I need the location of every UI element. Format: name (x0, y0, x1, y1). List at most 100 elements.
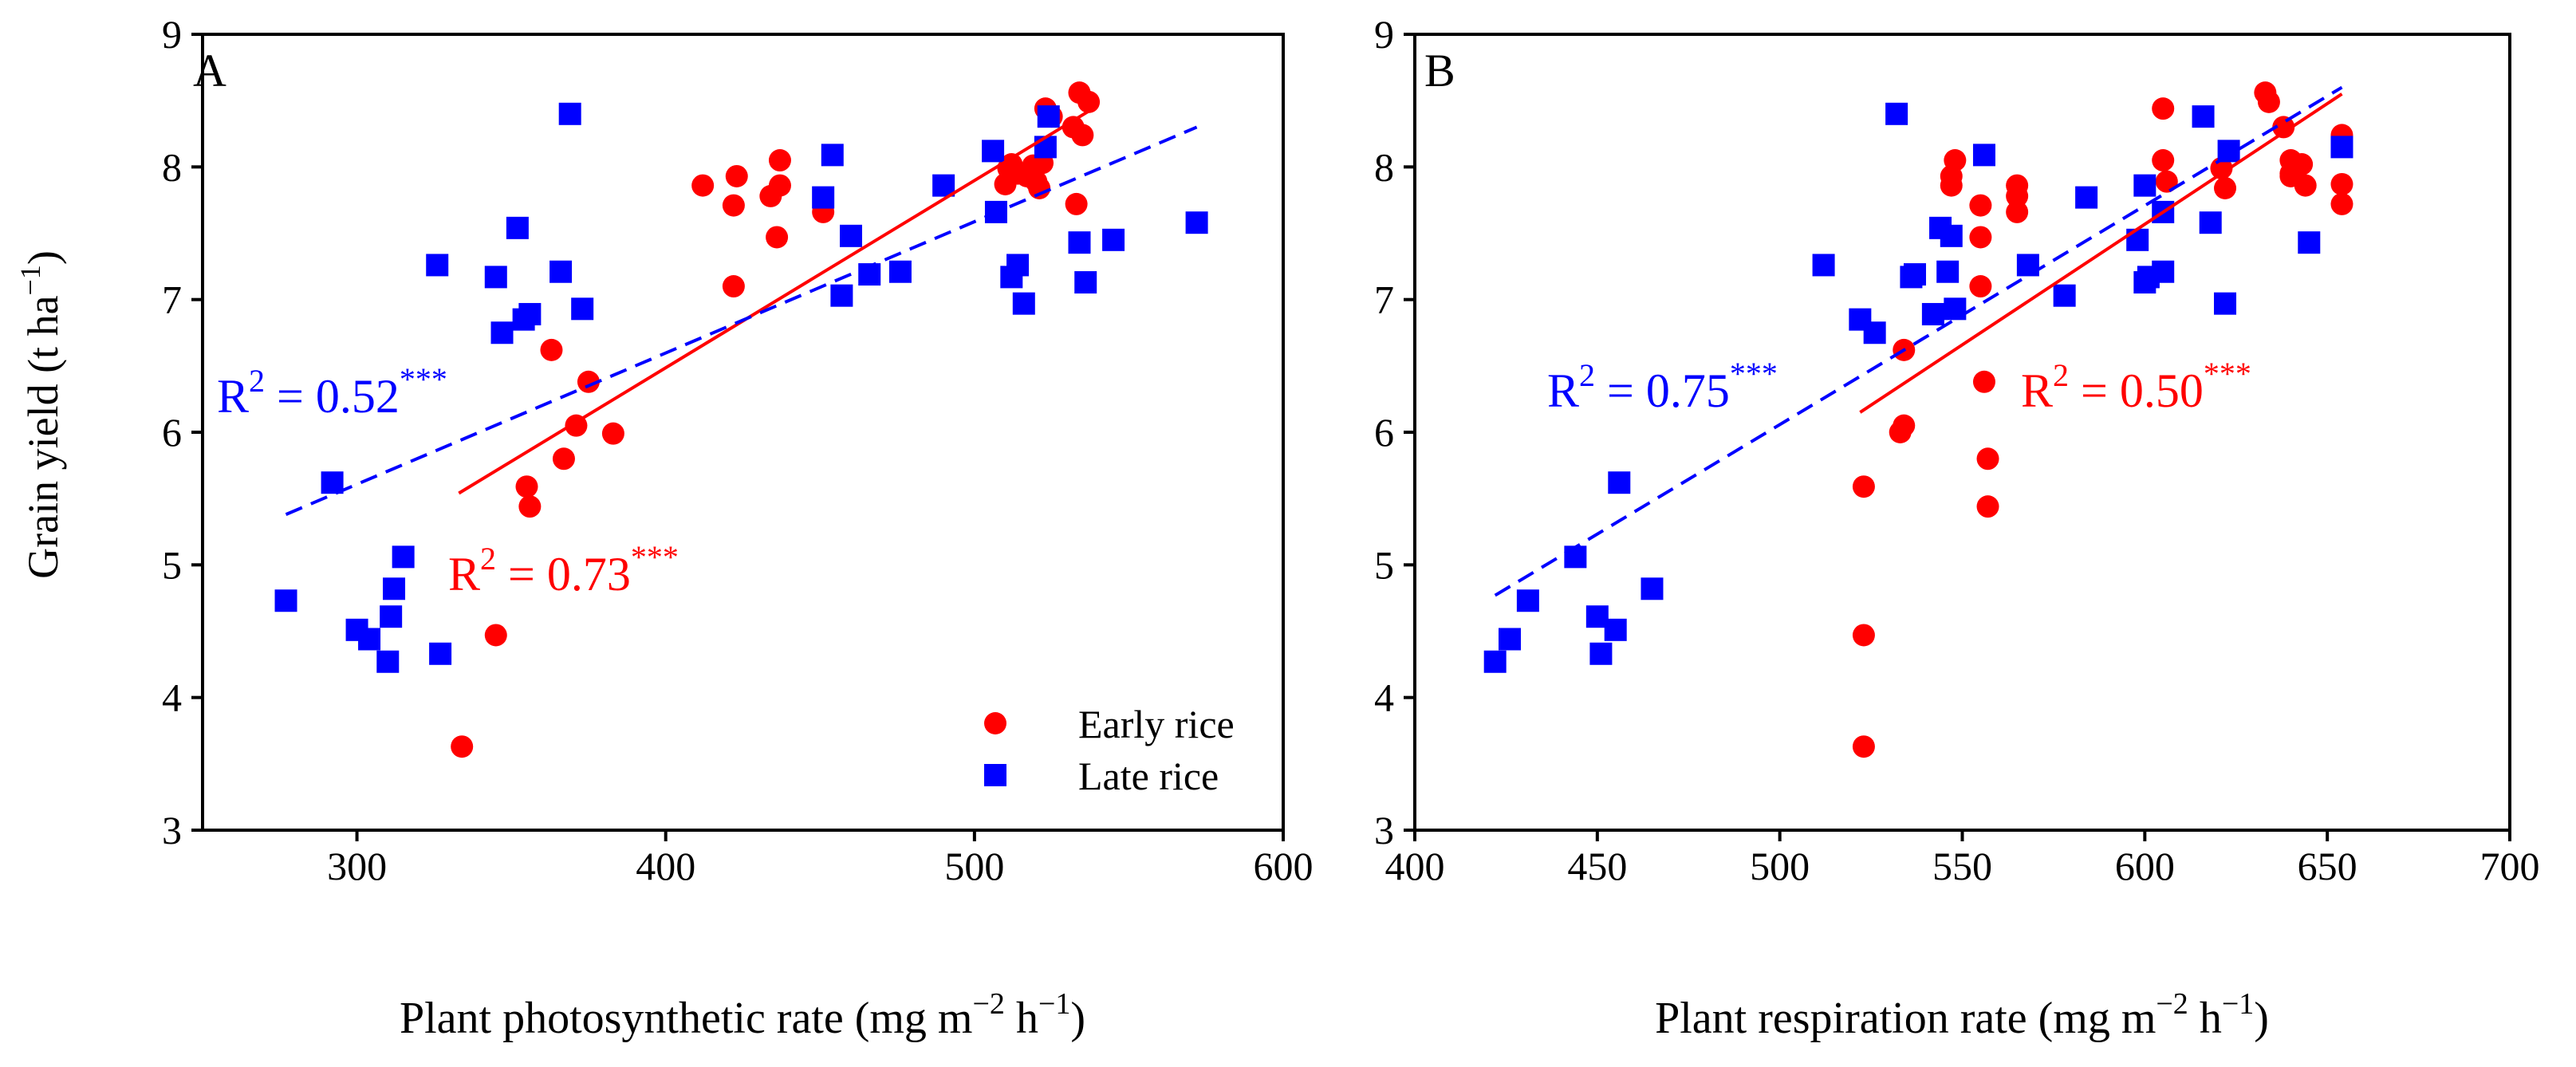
panel-b-y-tick-label-4: 7 (1374, 278, 1394, 322)
panel-a-y-tick-label-6: 9 (162, 12, 182, 57)
panel-a-late-point-20 (830, 284, 853, 307)
panel-b-early-point-25 (2272, 116, 2295, 139)
panel-a-late-point-29 (1012, 292, 1035, 315)
panel-b-label: B (1424, 45, 1455, 96)
panel-a-early-point-5 (552, 447, 575, 471)
panel-a-late-point-28 (1006, 254, 1030, 277)
panel-b-x-axis-label: Plant respiration rate (mg m−2 h−1) (1655, 987, 2269, 1043)
panel-b-late-point-19 (1944, 297, 1967, 321)
panel-a-early-point-10 (722, 275, 745, 298)
panel-b-late-point-14 (1904, 263, 1927, 286)
panel-b-early-point-15 (2006, 200, 2029, 223)
panel-b-early-point-19 (2152, 149, 2175, 172)
panel-b-late-point-30 (2192, 105, 2215, 128)
panel-a-late-point-33 (1074, 271, 1097, 294)
panel-a-late-point-6 (383, 577, 406, 600)
panel-b-early-point-17 (2006, 174, 2029, 197)
panel-a-early-point-15 (768, 174, 791, 197)
panel-b-x-tick-label-4: 600 (2115, 844, 2175, 888)
panel-b-late-point-21 (2016, 254, 2039, 277)
panel-b-late-point-0 (1483, 650, 1507, 673)
panel-b-marks (1483, 81, 2353, 758)
legend-late-label: Late rice (1078, 754, 1219, 798)
panel-b-late-point-31 (2199, 211, 2222, 234)
panel-b-late-fit-line (1494, 85, 2343, 597)
panel-b-r2-early: R2 = 0.50*** (2021, 356, 2251, 417)
panel-a-y-tick-label-0: 3 (162, 808, 182, 852)
panel-a-label: A (193, 45, 226, 96)
panel-b-early-point-8 (1944, 149, 1967, 172)
panel-b-early-point-9 (1969, 275, 1992, 298)
panel-a-fits (285, 109, 1198, 516)
legend-early-label: Early rice (1078, 702, 1235, 746)
panel-a: 300 400 500 600 3 4 5 6 7 8 9 A R2 = 0.52*** R2 = … (162, 12, 1314, 1043)
panel-b-ticks: 400 450 500 550 600 650 700 3 4 5 6 7 8 9 (1374, 12, 2540, 888)
panel-b-late-point-25 (2133, 174, 2157, 197)
panel-a-early-point-9 (691, 174, 715, 197)
panel-b-late-point-24 (2126, 228, 2149, 251)
panel-a-ticks: 300 400 500 600 3 4 5 6 7 8 9 (162, 12, 1314, 888)
panel-a-late-point-32 (1068, 231, 1091, 254)
panel-b-x-tick-label-5: 650 (2298, 844, 2357, 888)
panel-a-late-point-35 (1185, 211, 1208, 234)
panel-b-early-point-2 (1852, 475, 1875, 498)
panel-a-late-point-17 (571, 297, 594, 321)
panel-b-early-point-11 (1969, 194, 1992, 217)
panel-a-early-point-2 (515, 475, 538, 498)
panel-a-late-point-30 (1034, 136, 1057, 159)
panel-a-early-fit-line (458, 109, 1090, 495)
panel-b-early-point-29 (2290, 153, 2314, 176)
panel-a-late-point-10 (484, 266, 507, 289)
panel-a-late-point-25 (982, 140, 1005, 163)
panel-b-late-point-5 (1589, 642, 1613, 665)
panel-a-late-point-15 (549, 260, 573, 283)
panel-a-late-point-16 (558, 102, 581, 125)
panel-a-late-point-19 (821, 144, 844, 167)
panel-b-early-point-0 (1852, 735, 1875, 758)
panel-b-early-point-33 (2330, 192, 2353, 215)
panel-b-late-point-12 (1885, 102, 1908, 125)
panel-b-early-point-10 (1969, 226, 1992, 249)
panel-a-r2-late: R2 = 0.52*** (217, 361, 447, 423)
panel-a-late-point-4 (376, 650, 400, 673)
panel-a-early-point-32 (1071, 124, 1094, 147)
panel-b-early-point-30 (2294, 174, 2317, 197)
panel-b-late-point-32 (2214, 292, 2237, 315)
panel-a-early-point-14 (766, 226, 789, 249)
panel-a-late-point-7 (392, 545, 415, 569)
panel-a-y-tick-label-1: 4 (162, 675, 182, 720)
panel-a-late-point-9 (429, 642, 452, 665)
panel-b-y-tick-label-2: 5 (1374, 542, 1394, 587)
legend-early-marker (984, 712, 1006, 734)
panel-b-late-point-15 (1921, 302, 1944, 325)
panel-a-early-point-3 (518, 495, 542, 518)
panel-a-late-point-23 (888, 260, 912, 283)
panel-b-late-point-28 (2152, 260, 2175, 283)
panel-b-x-tick-label-1: 450 (1567, 844, 1627, 888)
panel-a-late-point-8 (426, 254, 449, 277)
panel-b-y-tick-label-5: 8 (1374, 144, 1394, 189)
panel-a-r2-early: R2 = 0.73*** (448, 539, 679, 600)
panel-a-late-point-12 (506, 216, 529, 239)
panel-b-late-point-9 (1812, 254, 1835, 277)
panel-a-early-point-1 (484, 624, 507, 647)
panel-b-late-point-22 (2053, 284, 2076, 307)
panel-b-late-point-11 (1863, 321, 1886, 345)
panel-b-early-point-14 (1976, 495, 1999, 518)
panel-b-late-point-2 (1516, 589, 1539, 612)
panel-a-late-fit-line (285, 125, 1198, 516)
panel-a-marks (274, 81, 1208, 758)
panel-b-early-point-22 (2214, 176, 2237, 199)
panel-b-y-tick-label-3: 6 (1374, 410, 1394, 455)
panel-a-late-point-11 (490, 321, 514, 345)
panel-a-y-tick-label-5: 8 (162, 144, 182, 189)
panel-b-y-tick-label-1: 4 (1374, 675, 1394, 720)
panel-b-x-tick-label-2: 500 (1750, 844, 1810, 888)
panel-b-x-tick-label-3: 550 (1932, 844, 1992, 888)
panel-b-early-point-4 (1893, 414, 1916, 437)
panel-b-early-point-20 (2155, 170, 2178, 193)
panel-b-late-point-34 (2298, 231, 2321, 254)
panel-a-y-tick-label-4: 7 (162, 278, 182, 322)
panel-a-x-tick-label-3: 600 (1254, 844, 1314, 888)
